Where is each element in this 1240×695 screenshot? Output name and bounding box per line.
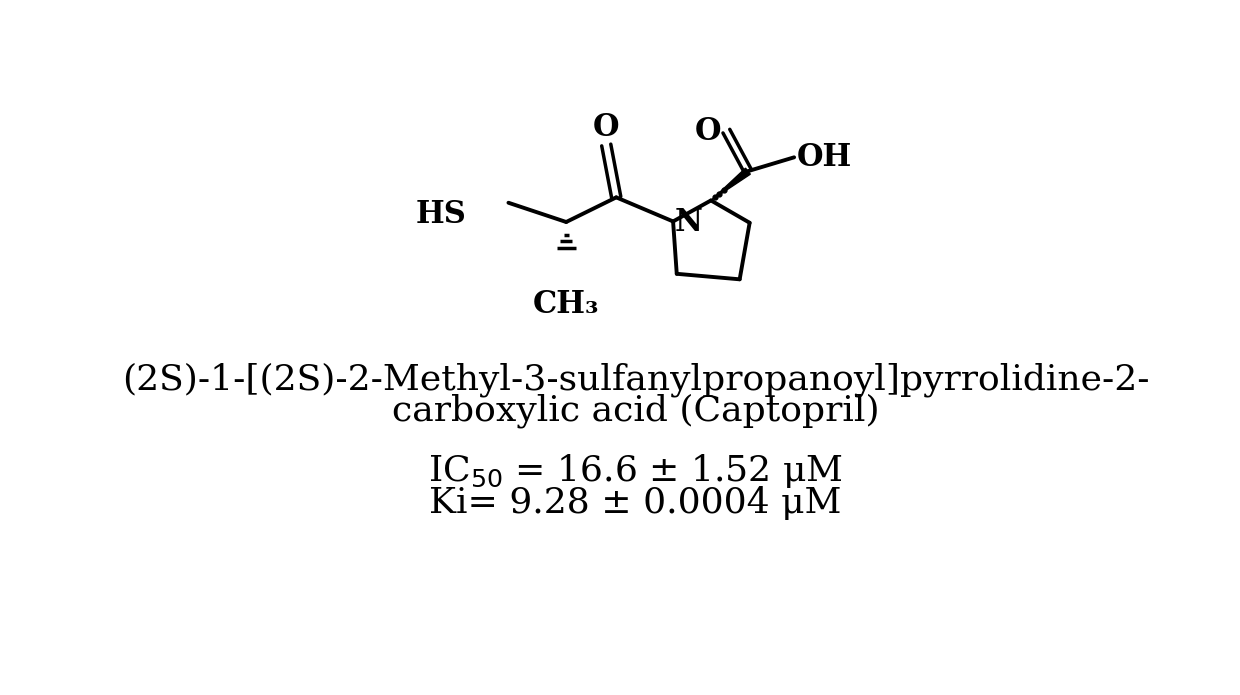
- Text: Ki= 9.28 ± 0.0004 μM: Ki= 9.28 ± 0.0004 μM: [429, 486, 842, 520]
- Text: OH: OH: [797, 142, 852, 173]
- Text: O: O: [593, 113, 620, 143]
- Polygon shape: [711, 168, 750, 200]
- Text: CH₃: CH₃: [533, 289, 599, 320]
- Text: O: O: [696, 115, 722, 147]
- Text: HS: HS: [415, 199, 466, 230]
- Text: (2S)-1-[(2S)-2-Methyl-3-sulfanylpropanoyl]pyrrolidine-2-: (2S)-1-[(2S)-2-Methyl-3-sulfanylpropanoy…: [122, 363, 1149, 397]
- Text: carboxylic acid (Captopril): carboxylic acid (Captopril): [392, 393, 879, 428]
- Text: IC$_{50}$ = 16.6 ± 1.52 μM: IC$_{50}$ = 16.6 ± 1.52 μM: [428, 452, 843, 490]
- Text: N: N: [675, 208, 703, 238]
